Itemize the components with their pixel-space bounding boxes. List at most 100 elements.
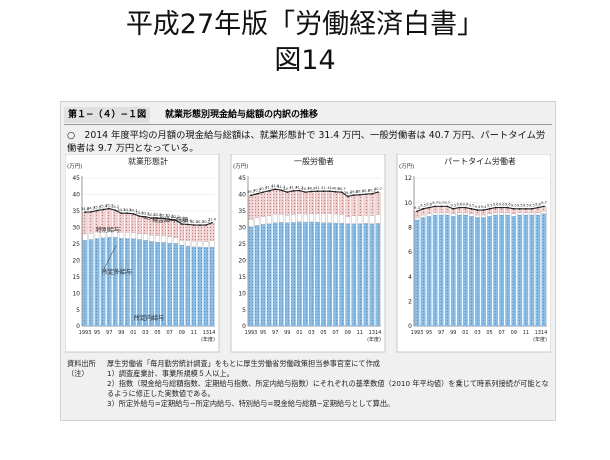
total-data-label: 41 [315,186,320,190]
bar-segment [209,246,215,327]
total-data-label: 40.7 [259,187,267,191]
bar-segment [303,191,308,215]
y-tick-label: 45 [238,175,246,182]
total-point [488,207,491,210]
bar-segment [125,232,130,239]
bar-segment [487,216,492,327]
slide-title: 平成27年版「労働経済白書」 [125,9,485,40]
y-tick-label: 20 [238,257,246,264]
chart-2: 一般労働者(万円)05101520253035404539.740.240.74… [230,154,386,353]
bar-segment [475,214,480,218]
bar-segment [339,191,345,215]
bar-segment [309,191,314,214]
bar-segment [463,214,468,327]
bar-segment [505,212,511,216]
y-tick-label: 0 [76,323,80,330]
total-point [250,194,252,197]
total-point [120,212,123,215]
bar-segment [357,223,363,327]
total-data-label: 40.8 [332,187,341,191]
x-tick-label: 09 [345,330,351,336]
total-data-label: 9.5 [511,204,517,208]
total-point [512,207,515,210]
x-tick-label: 01 [130,330,136,336]
total-data-label: 39.9 [356,190,365,194]
total-data-label: 41.6 [271,184,280,188]
bar-segment [185,240,191,247]
bar-segment [260,216,266,225]
x-tick-label: 1993 [79,330,92,336]
total-point [494,206,497,209]
total-point [298,189,301,192]
total-point [192,224,195,226]
figure-rule [64,124,552,125]
bar-segment [167,242,172,327]
total-data-label: 40.2 [253,189,261,193]
bar-segment [432,212,438,216]
bar-segment [209,222,215,241]
bar-segment [197,224,203,242]
y-tick-label: 25 [72,241,80,248]
note-row: 2）指数（現金給与総額指数、定期給与指数、所定内給与指数）にそれぞれの基準数値（… [67,379,551,399]
bar-segment [203,241,209,248]
bar-segment [420,217,426,327]
bar-segment [118,238,124,327]
total-point [452,207,455,210]
total-data-label: 35.7 [105,203,113,207]
total-data-label: 30.9 [184,219,193,223]
bar-segment [475,217,480,327]
bar-segment [291,222,296,327]
figure-title: 就業形態別現金給与総額の内訳の推移 [165,110,319,120]
total-point [262,191,265,194]
total-data-label: 41.2 [295,185,303,189]
x-tick-label: 09 [179,330,185,336]
bar-segment [369,193,375,216]
x-tick-label: 11 [523,330,529,336]
total-point [186,223,189,226]
total-line [84,208,213,226]
chart-title: パートタイム労働者 [444,156,516,166]
total-data-label: 9.6 [505,202,511,206]
bar-segment [303,221,308,327]
total-data-label: 9.5 [529,204,535,208]
note-body: 2）指数（現金給与総額指数、定期給与指数、所定内給与指数）にそれぞれの基準数値（… [107,379,549,398]
bar-segment [149,235,154,242]
total-data-label: 9.5 [469,204,475,208]
bar-segment [493,214,498,327]
total-data-label: 40.7 [283,187,291,191]
total-data-label: 32.2 [172,215,180,219]
total-point [482,209,485,211]
slide-subtitle: 図14 [274,45,336,76]
x-unit-label: (年度) [201,336,215,343]
total-point [446,205,449,208]
bar-segment [88,211,94,234]
total-data-label: 39.4 [344,191,353,195]
total-data-label: 9.5 [450,204,456,208]
y-tick-label: 2 [408,299,412,306]
total-point [371,192,373,195]
total-data-label: 9.3 [414,206,420,210]
total-point [428,206,431,209]
total-point [274,188,277,191]
total-point [377,191,379,194]
total-data-label: 9.5 [487,204,493,208]
annotation-pointer [103,245,117,270]
total-data-label: 40.9 [307,186,316,190]
bar-segment [254,225,260,327]
total-point [518,207,521,210]
note-body: 3）所定外給与=定期給与−所定内給与、特別給与=現金給与総額−定期給与として算出… [107,399,395,408]
x-tick-label: 97 [272,330,278,336]
bar-segment [248,218,254,227]
total-data-label: 9.6 [499,202,505,206]
total-data-label: 31.4 [208,218,217,222]
bar-segment [82,240,88,327]
total-point [322,190,325,193]
x-tick-label: 05 [486,330,492,336]
x-tick-label: 95 [94,330,100,336]
total-point [422,207,424,210]
bar-segment [535,214,541,327]
bar-segment [125,238,130,327]
total-point [126,212,129,215]
y-tick-label: 35 [72,208,80,215]
y-tick-label: 40 [238,192,246,199]
